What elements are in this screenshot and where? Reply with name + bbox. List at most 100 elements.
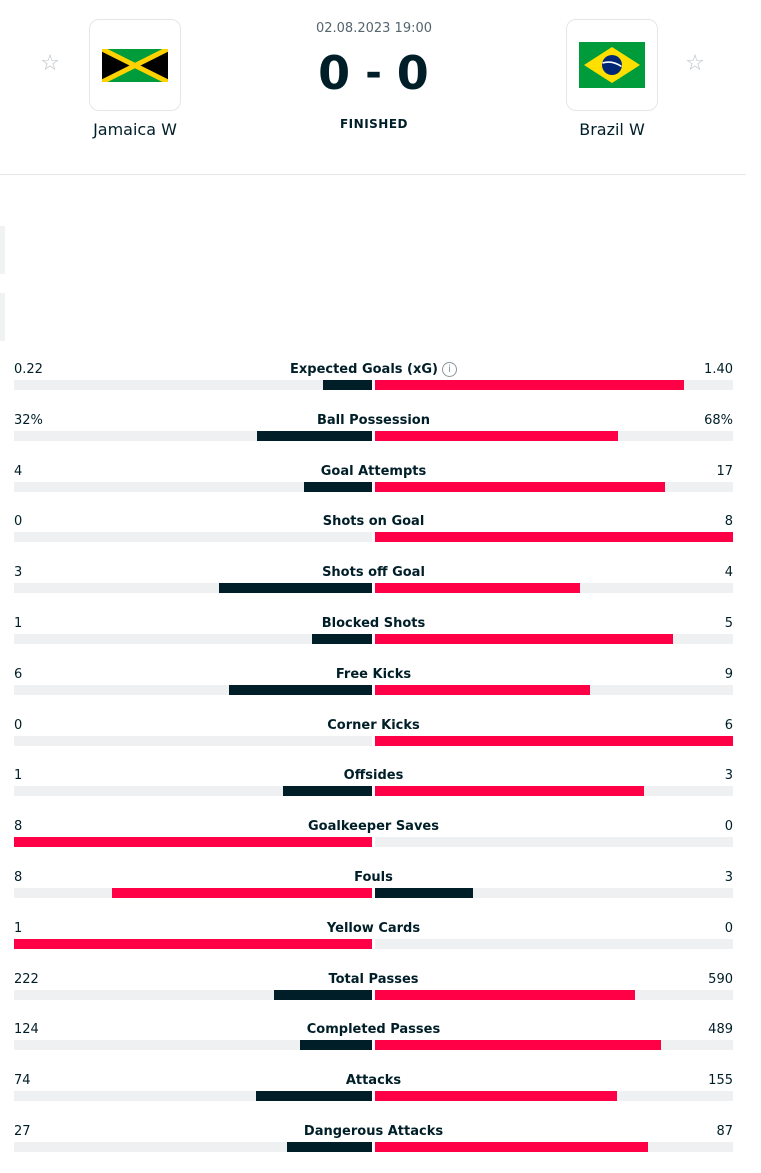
- stat-away-value: 590: [708, 971, 733, 987]
- stat-away-value: 8: [724, 514, 733, 530]
- stat-category-name: Shots off Goal: [14, 565, 733, 580]
- stat-category-name: Shots on Goal: [14, 514, 733, 529]
- stat-bar-home-track: [14, 938, 372, 949]
- stat-bars: [14, 837, 733, 848]
- stat-category-label: Shots off Goal: [322, 565, 425, 581]
- stat-bar-away-fill: [375, 380, 685, 390]
- stat-category-label: Total Passes: [328, 971, 419, 987]
- stat-bars: [14, 989, 733, 1000]
- stat-labels: 1 Blocked Shots 5: [14, 612, 733, 634]
- stat-bar-home-track: [14, 837, 372, 848]
- stat-bar-away-track: [375, 380, 733, 390]
- stat-home-value: 8: [14, 869, 23, 885]
- stat-away-value: 9: [724, 666, 733, 682]
- stat-category-name: Expected Goals (xG) i: [14, 362, 733, 377]
- stat-labels: 74 Attacks 155: [14, 1069, 733, 1091]
- score-separator: -: [365, 50, 383, 96]
- stat-bar-away-fill: [375, 1040, 661, 1051]
- favorite-away-star-icon[interactable]: ☆: [685, 51, 705, 76]
- stat-bar-away-track: [375, 735, 733, 746]
- score: 0 - 0: [274, 44, 474, 102]
- away-team-name[interactable]: Brazil W: [579, 120, 645, 139]
- stat-bars: [14, 430, 733, 441]
- away-team-logo[interactable]: [566, 19, 658, 111]
- stat-away-value: 0: [724, 819, 733, 835]
- home-team-name[interactable]: Jamaica W: [93, 120, 177, 139]
- stat-home-value: 0: [14, 717, 23, 733]
- stat-labels: 3 Shots off Goal 4: [14, 561, 733, 583]
- stat-row: 222 Total Passes 590: [14, 968, 733, 1019]
- stat-bar-home-track: [14, 989, 372, 1000]
- info-icon[interactable]: i: [442, 362, 457, 377]
- stat-bars: [14, 481, 733, 492]
- stat-away-value: 0: [724, 920, 733, 936]
- stat-bar-away-fill: [375, 430, 619, 441]
- stat-category-name: Goal Attempts: [14, 464, 733, 479]
- stat-bar-home-fill: [228, 684, 372, 695]
- stat-bar-away-track: [375, 989, 733, 1000]
- stat-labels: 222 Total Passes 590: [14, 968, 733, 990]
- stat-bar-away-track: [375, 532, 733, 543]
- stat-row: 4 Goal Attempts 17: [14, 460, 733, 511]
- brazil-flag-icon: [579, 42, 645, 88]
- match-header: ☆ Jamaica W 02.08.2023 19:00 0 - 0 FINIS…: [0, 0, 746, 175]
- stat-bar-home-fill: [257, 430, 372, 441]
- stat-row: 1 Blocked Shots 5: [14, 612, 733, 663]
- stat-bar-home-fill: [256, 1091, 372, 1102]
- stat-category-name: Blocked Shots: [14, 616, 733, 631]
- stat-bar-home-fill: [14, 938, 372, 949]
- stat-bar-away-track: [375, 1141, 733, 1152]
- stat-bar-home-track: [14, 481, 372, 492]
- stat-bar-away-fill: [375, 1091, 618, 1102]
- stat-labels: 6 Free Kicks 9: [14, 663, 733, 685]
- side-edge-decoration: [0, 293, 5, 341]
- stat-bar-away-fill: [375, 1141, 649, 1152]
- stat-bar-home-fill: [312, 633, 372, 644]
- stat-row: 8 Goalkeeper Saves 0: [14, 815, 733, 866]
- stat-away-value: 68%: [704, 412, 733, 428]
- stat-bar-away-track: [375, 430, 733, 441]
- stat-home-value: 124: [14, 1022, 39, 1038]
- stat-bar-home-track: [14, 1091, 372, 1102]
- stat-bar-away-track: [375, 786, 733, 797]
- stat-row: 1 Yellow Cards 0: [14, 917, 733, 968]
- stat-home-value: 1: [14, 920, 23, 936]
- stat-category-name: Offsides: [14, 768, 733, 783]
- stat-away-value: 87: [716, 1123, 733, 1139]
- stat-bar-away-fill: [375, 989, 636, 1000]
- stat-home-value: 32%: [14, 412, 43, 428]
- stat-bar-home-fill: [274, 989, 372, 1000]
- home-team-logo[interactable]: [89, 19, 181, 111]
- stat-bars: [14, 938, 733, 949]
- stat-category-label: Yellow Cards: [326, 920, 421, 936]
- stat-bar-away-track: [375, 887, 733, 898]
- stat-bar-away-fill: [375, 786, 644, 797]
- jamaica-flag-icon: [102, 48, 168, 82]
- stat-home-value: 1: [14, 615, 23, 631]
- stat-bar-home-fill: [323, 380, 372, 390]
- favorite-home-star-icon[interactable]: ☆: [40, 51, 60, 76]
- stat-category-label: Shots on Goal: [322, 514, 425, 530]
- stat-away-value: 155: [708, 1073, 733, 1089]
- stat-away-value: 4: [724, 565, 733, 581]
- stat-bar-away-track: [375, 938, 733, 949]
- stat-category-name: Yellow Cards: [14, 921, 733, 936]
- stat-bar-home-fill: [299, 1040, 372, 1051]
- stat-category-label: Completed Passes: [306, 1022, 441, 1038]
- stat-bar-away-fill: [375, 532, 733, 543]
- stat-bar-away-track: [375, 837, 733, 848]
- stat-category-name: Ball Possession: [14, 413, 733, 428]
- stat-bar-home-track: [14, 786, 372, 797]
- stat-bars: [14, 1091, 733, 1102]
- stat-home-value: 74: [14, 1073, 31, 1089]
- side-edge-decoration: [0, 226, 5, 274]
- stat-category-label: Fouls: [354, 869, 393, 885]
- stat-bar-away-track: [375, 684, 733, 695]
- stat-category-label: Free Kicks: [335, 666, 412, 682]
- stat-row: 32% Ball Possession 68%: [14, 409, 733, 460]
- stat-bar-home-track: [14, 532, 372, 543]
- stat-away-value: 1.40: [704, 362, 733, 377]
- stat-bar-away-track: [375, 633, 733, 644]
- stat-bar-home-fill: [218, 583, 372, 594]
- stat-labels: 8 Goalkeeper Saves 0: [14, 815, 733, 837]
